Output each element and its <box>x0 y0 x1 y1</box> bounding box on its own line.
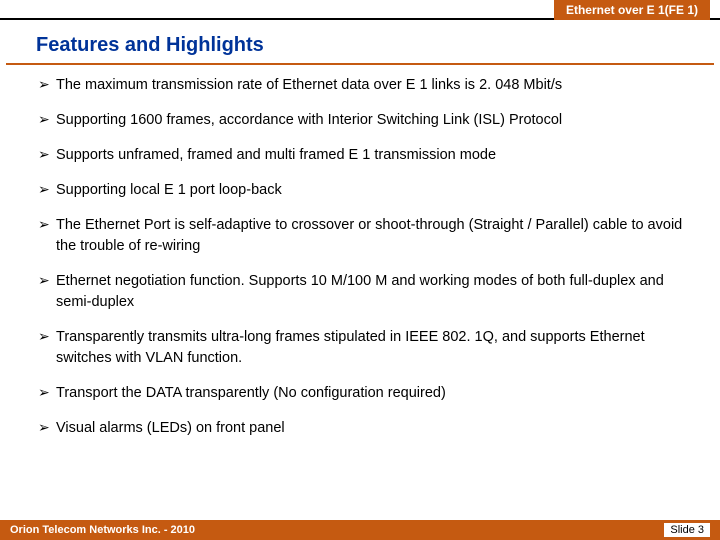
list-item: ➢ Supports unframed, framed and multi fr… <box>38 145 696 166</box>
footer-company: Orion Telecom Networks Inc. - 2010 <box>10 524 195 536</box>
header-tab-text: Ethernet over E 1(FE 1) <box>566 3 698 17</box>
bullet-arrow-icon: ➢ <box>38 110 56 130</box>
list-item: ➢ Visual alarms (LEDs) on front panel <box>38 418 696 439</box>
bullet-text: Transparently transmits ultra-long frame… <box>56 327 696 369</box>
bullet-text: The maximum transmission rate of Etherne… <box>56 75 696 96</box>
header-tab: Ethernet over E 1(FE 1) <box>554 0 710 20</box>
footer-slide-number: Slide 3 <box>664 523 710 537</box>
bullet-text: Transport the DATA transparently (No con… <box>56 383 696 404</box>
footer-bar: Orion Telecom Networks Inc. - 2010 Slide… <box>0 520 720 540</box>
list-item: ➢ Supporting 1600 frames, accordance wit… <box>38 110 696 131</box>
bullet-arrow-icon: ➢ <box>38 271 56 291</box>
list-item: ➢ Transparently transmits ultra-long fra… <box>38 327 696 369</box>
page-title: Features and Highlights <box>6 20 714 65</box>
bullet-text: Ethernet negotiation function. Supports … <box>56 271 696 313</box>
bullet-text: Supporting local E 1 port loop-back <box>56 180 696 201</box>
bullet-arrow-icon: ➢ <box>38 215 56 235</box>
bullet-arrow-icon: ➢ <box>38 75 56 95</box>
bullet-text: The Ethernet Port is self-adaptive to cr… <box>56 215 696 257</box>
bullet-text: Visual alarms (LEDs) on front panel <box>56 418 696 439</box>
bullet-arrow-icon: ➢ <box>38 383 56 403</box>
bullet-arrow-icon: ➢ <box>38 180 56 200</box>
bullet-text: Supporting 1600 frames, accordance with … <box>56 110 696 131</box>
header-bar: Ethernet over E 1(FE 1) <box>0 0 720 20</box>
bullet-text: Supports unframed, framed and multi fram… <box>56 145 696 166</box>
list-item: ➢ The maximum transmission rate of Ether… <box>38 75 696 96</box>
list-item: ➢ Ethernet negotiation function. Support… <box>38 271 696 313</box>
list-item: ➢ Supporting local E 1 port loop-back <box>38 180 696 201</box>
bullet-arrow-icon: ➢ <box>38 327 56 347</box>
list-item: ➢ The Ethernet Port is self-adaptive to … <box>38 215 696 257</box>
bullet-arrow-icon: ➢ <box>38 418 56 438</box>
bullet-arrow-icon: ➢ <box>38 145 56 165</box>
content-area: ➢ The maximum transmission rate of Ether… <box>0 65 720 439</box>
list-item: ➢ Transport the DATA transparently (No c… <box>38 383 696 404</box>
